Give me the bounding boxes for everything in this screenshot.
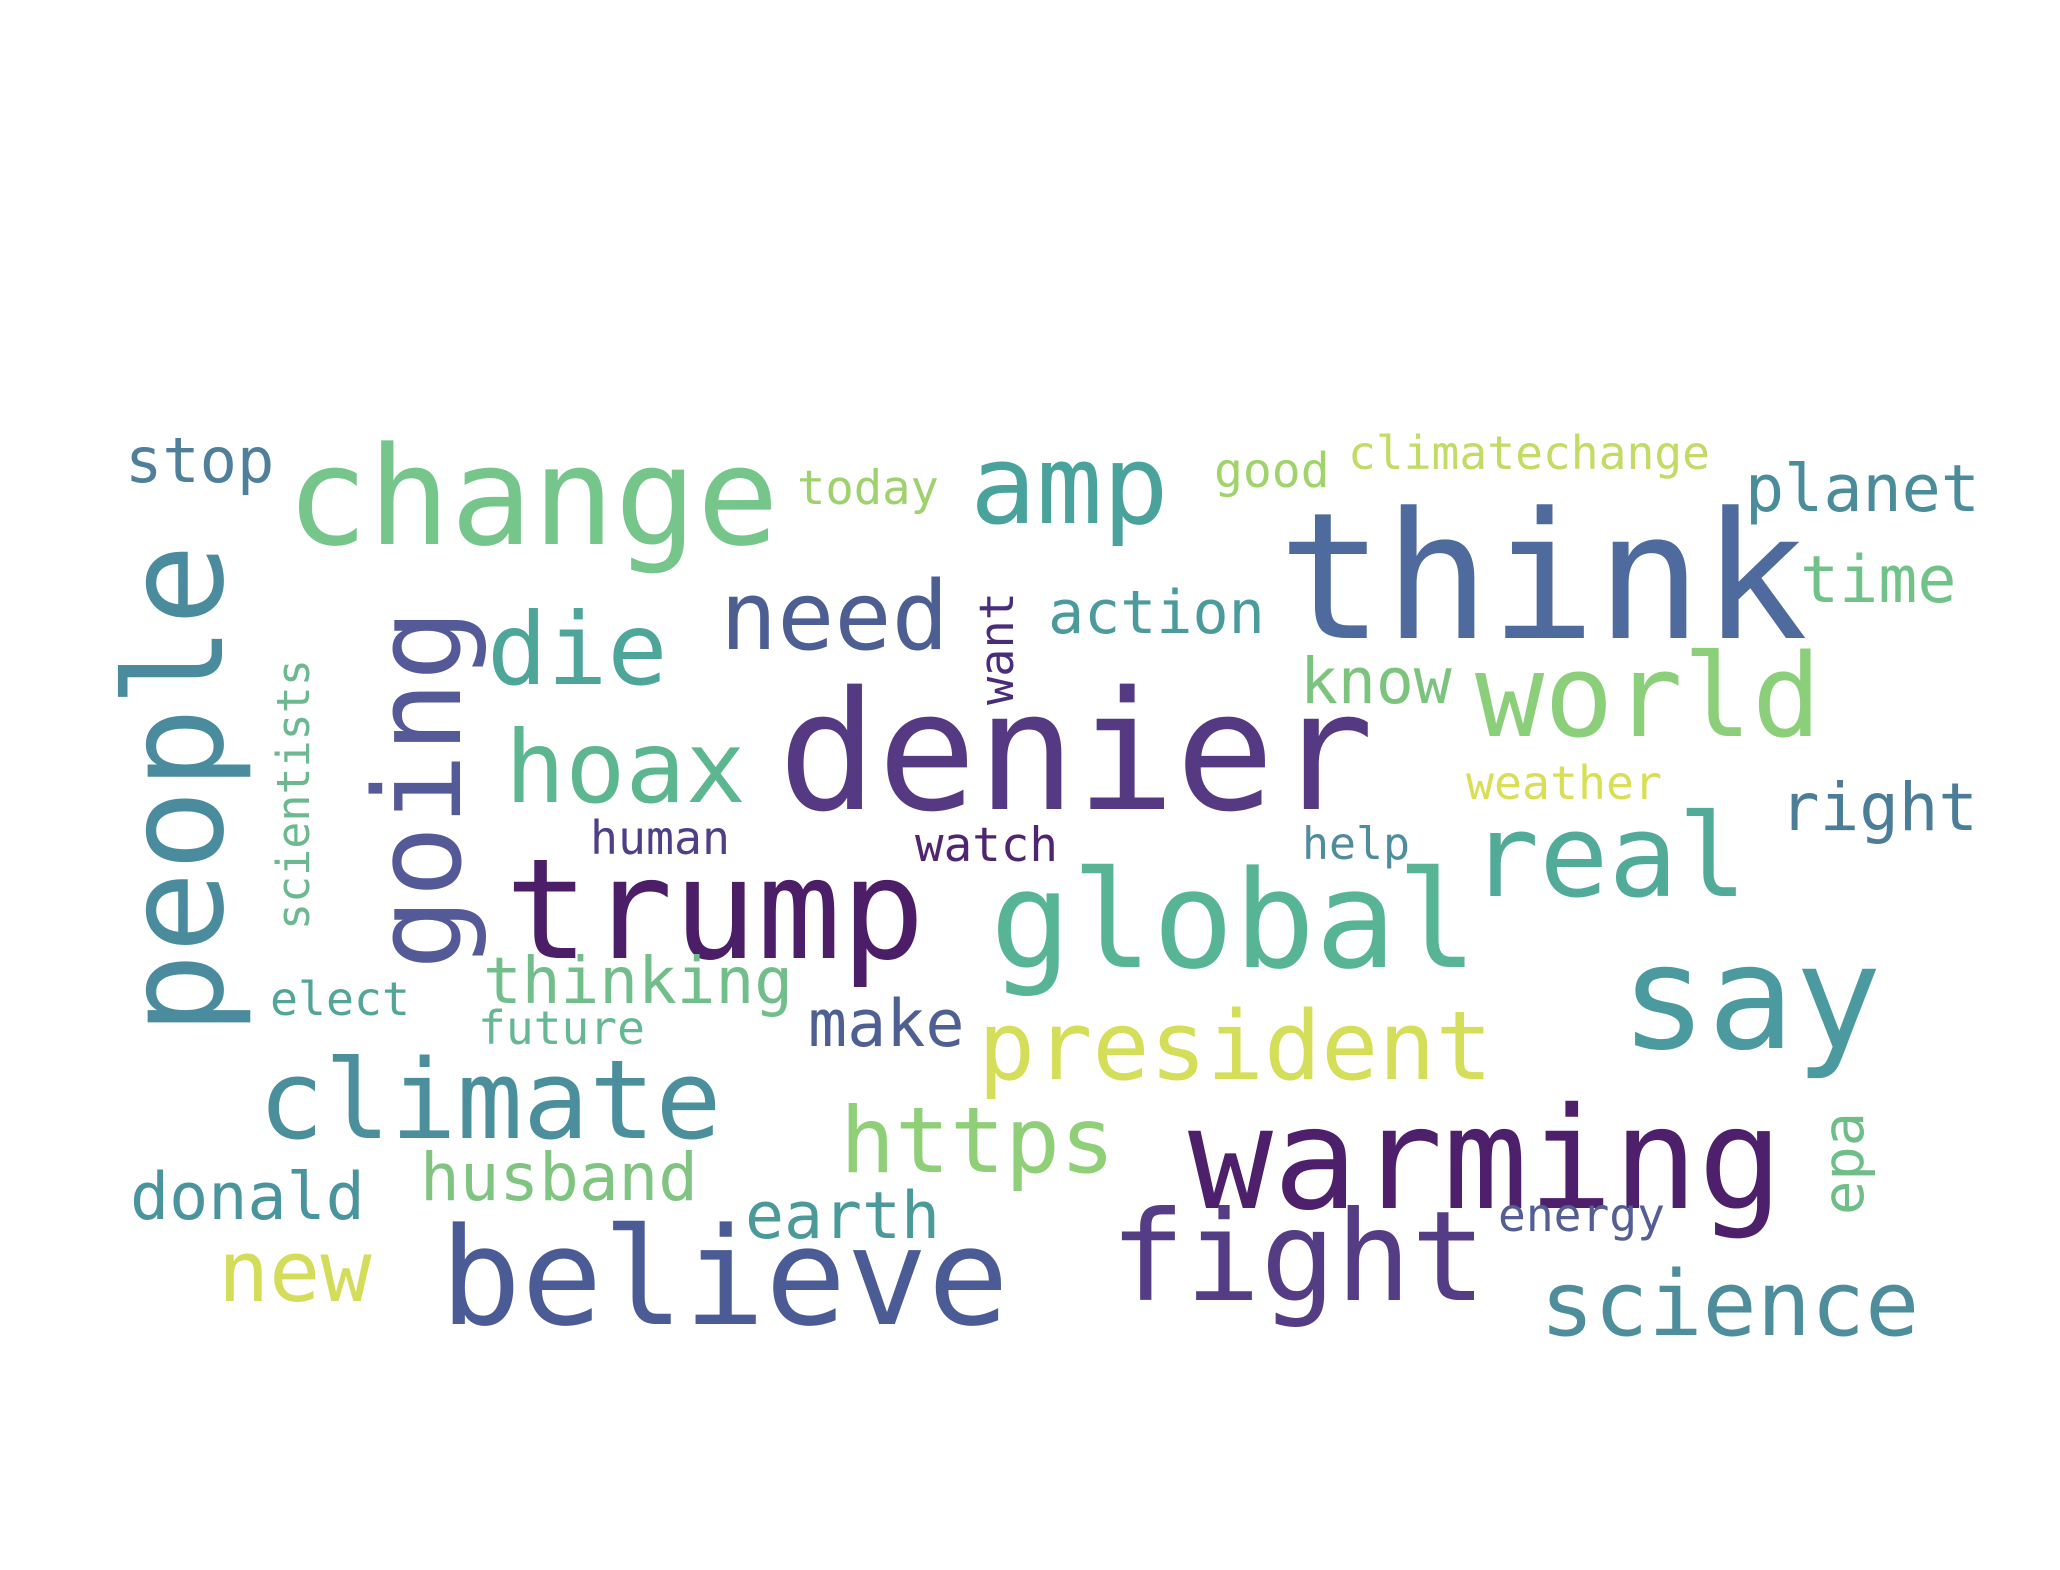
word-https: https <box>840 1087 1115 1194</box>
word-world: world <box>1475 630 1822 764</box>
word-climate: climate <box>258 1036 722 1164</box>
word-going: going <box>350 608 489 970</box>
word-future: future <box>478 1001 645 1055</box>
word-science: science <box>1540 1252 1920 1357</box>
word-time: time <box>1800 543 1957 618</box>
word-good: good <box>1214 443 1330 499</box>
word-global: global <box>990 842 1478 999</box>
word-believe: believe <box>440 1199 1009 1356</box>
word-watch: watch <box>915 818 1058 873</box>
word-know: know <box>1300 645 1452 718</box>
word-epa: epa <box>1811 1112 1877 1215</box>
word-president: president <box>978 992 1493 1102</box>
word-husband: husband <box>420 1139 698 1216</box>
word-right: right <box>1780 769 1978 846</box>
word-planet: planet <box>1745 452 1980 527</box>
word-thinking: thinking <box>483 944 793 1019</box>
word-say: say <box>1620 914 1882 1083</box>
word-denier: denier <box>778 656 1375 848</box>
word-donald: donald <box>130 1160 365 1235</box>
word-amp: amp <box>970 421 1169 549</box>
word-fight: fight <box>1110 1185 1487 1330</box>
word-need: need <box>720 562 949 672</box>
word-think: think <box>1278 475 1808 680</box>
word-human: human <box>590 811 730 865</box>
word-want: want <box>970 592 1025 705</box>
word-make: make <box>808 987 965 1062</box>
word-earth: earth <box>745 1179 940 1254</box>
word-real: real <box>1470 790 1747 924</box>
word-energy: energy <box>1498 1188 1665 1242</box>
word-help: help <box>1302 817 1410 870</box>
word-weather: weather <box>1466 756 1662 810</box>
word-action: action <box>1048 578 1265 648</box>
word-new: new <box>218 1223 372 1322</box>
word-climatechange: climatechange <box>1348 426 1710 480</box>
word-trump: trump <box>505 828 925 991</box>
word-hoax: hoax <box>505 709 746 826</box>
word-stop: stop <box>125 424 275 497</box>
word-elect: elect <box>270 972 410 1026</box>
word-scientists: scientists <box>267 659 320 930</box>
word-people: people <box>97 543 255 1035</box>
word-today: today <box>797 461 939 516</box>
word-change: change <box>286 418 779 577</box>
word-die: die <box>487 591 668 708</box>
word-warming: warming <box>1188 1078 1783 1242</box>
